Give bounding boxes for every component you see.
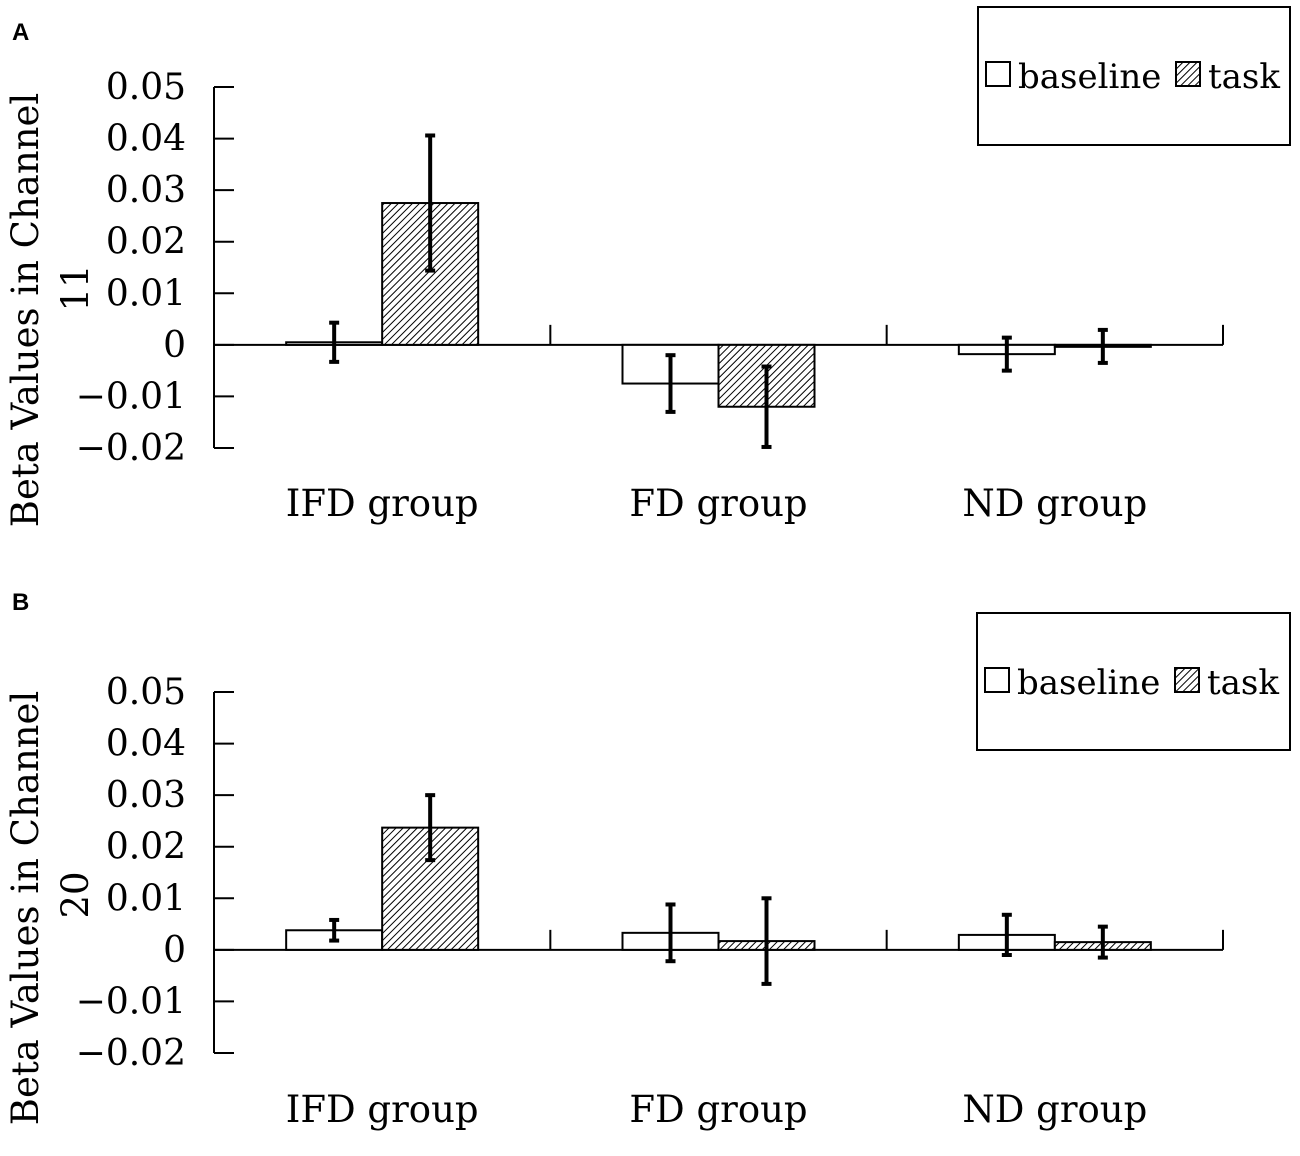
legend-label-baseline: baseline bbox=[1018, 57, 1161, 97]
category-label: IFD group bbox=[286, 1088, 479, 1131]
y-tick-label: 0.03 bbox=[106, 170, 186, 211]
y-axis-label-line2: 11 bbox=[54, 264, 97, 311]
legend-swatch-task bbox=[1174, 667, 1200, 693]
category-label: FD group bbox=[629, 1088, 807, 1131]
y-tick-label: 0.03 bbox=[106, 775, 186, 816]
y-axis-label: Beta Values in Channel bbox=[4, 691, 47, 1125]
y-tick-label: −0.02 bbox=[76, 428, 186, 469]
legend-label-baseline: baseline bbox=[1017, 663, 1160, 703]
category-label: ND group bbox=[962, 482, 1147, 525]
legend-swatch-baseline bbox=[984, 667, 1010, 693]
category-label: ND group bbox=[962, 1088, 1147, 1131]
y-tick-label: −0.01 bbox=[76, 376, 186, 417]
y-tick-label: 0.02 bbox=[106, 827, 186, 868]
y-tick-label: 0.01 bbox=[106, 273, 186, 314]
y-tick-label: 0.02 bbox=[106, 222, 186, 263]
panel-label: B bbox=[12, 589, 29, 616]
y-tick-label: 0.05 bbox=[106, 672, 186, 713]
category-label: FD group bbox=[629, 482, 807, 525]
legend: baseline task bbox=[976, 612, 1291, 751]
y-axis-label-line2: 20 bbox=[54, 871, 97, 918]
y-tick-label: 0.04 bbox=[106, 724, 186, 765]
legend-swatch-task bbox=[1175, 61, 1201, 87]
legend-box bbox=[976, 612, 1291, 751]
legend-swatch-baseline bbox=[985, 61, 1011, 87]
y-tick-label: −0.01 bbox=[76, 981, 186, 1022]
category-label: IFD group bbox=[286, 482, 479, 525]
legend-box bbox=[977, 6, 1291, 146]
legend: baseline task bbox=[977, 6, 1291, 146]
y-tick-label: 0.04 bbox=[106, 119, 186, 160]
y-tick-label: 0 bbox=[163, 930, 186, 971]
y-tick-label: 0 bbox=[163, 325, 186, 366]
legend-label-task: task bbox=[1207, 663, 1279, 703]
y-tick-label: 0.05 bbox=[106, 67, 186, 108]
chart-panel-b: B 0.05 0.04 0.03 0.02 0.01 0 −0.01 −0.02 IFD grou… bbox=[4, 589, 1291, 1131]
y-tick-label: −0.02 bbox=[76, 1033, 186, 1074]
chart-panel-a: A 0.05 0.04 0.03 0.02 0.01 0 −0.01 −0.02 IFD grou… bbox=[4, 6, 1291, 527]
y-axis-label: Beta Values in Channel bbox=[4, 93, 47, 527]
y-tick-label: 0.01 bbox=[106, 878, 186, 919]
legend-label-task: task bbox=[1208, 57, 1280, 97]
panel-label: A bbox=[12, 19, 29, 46]
